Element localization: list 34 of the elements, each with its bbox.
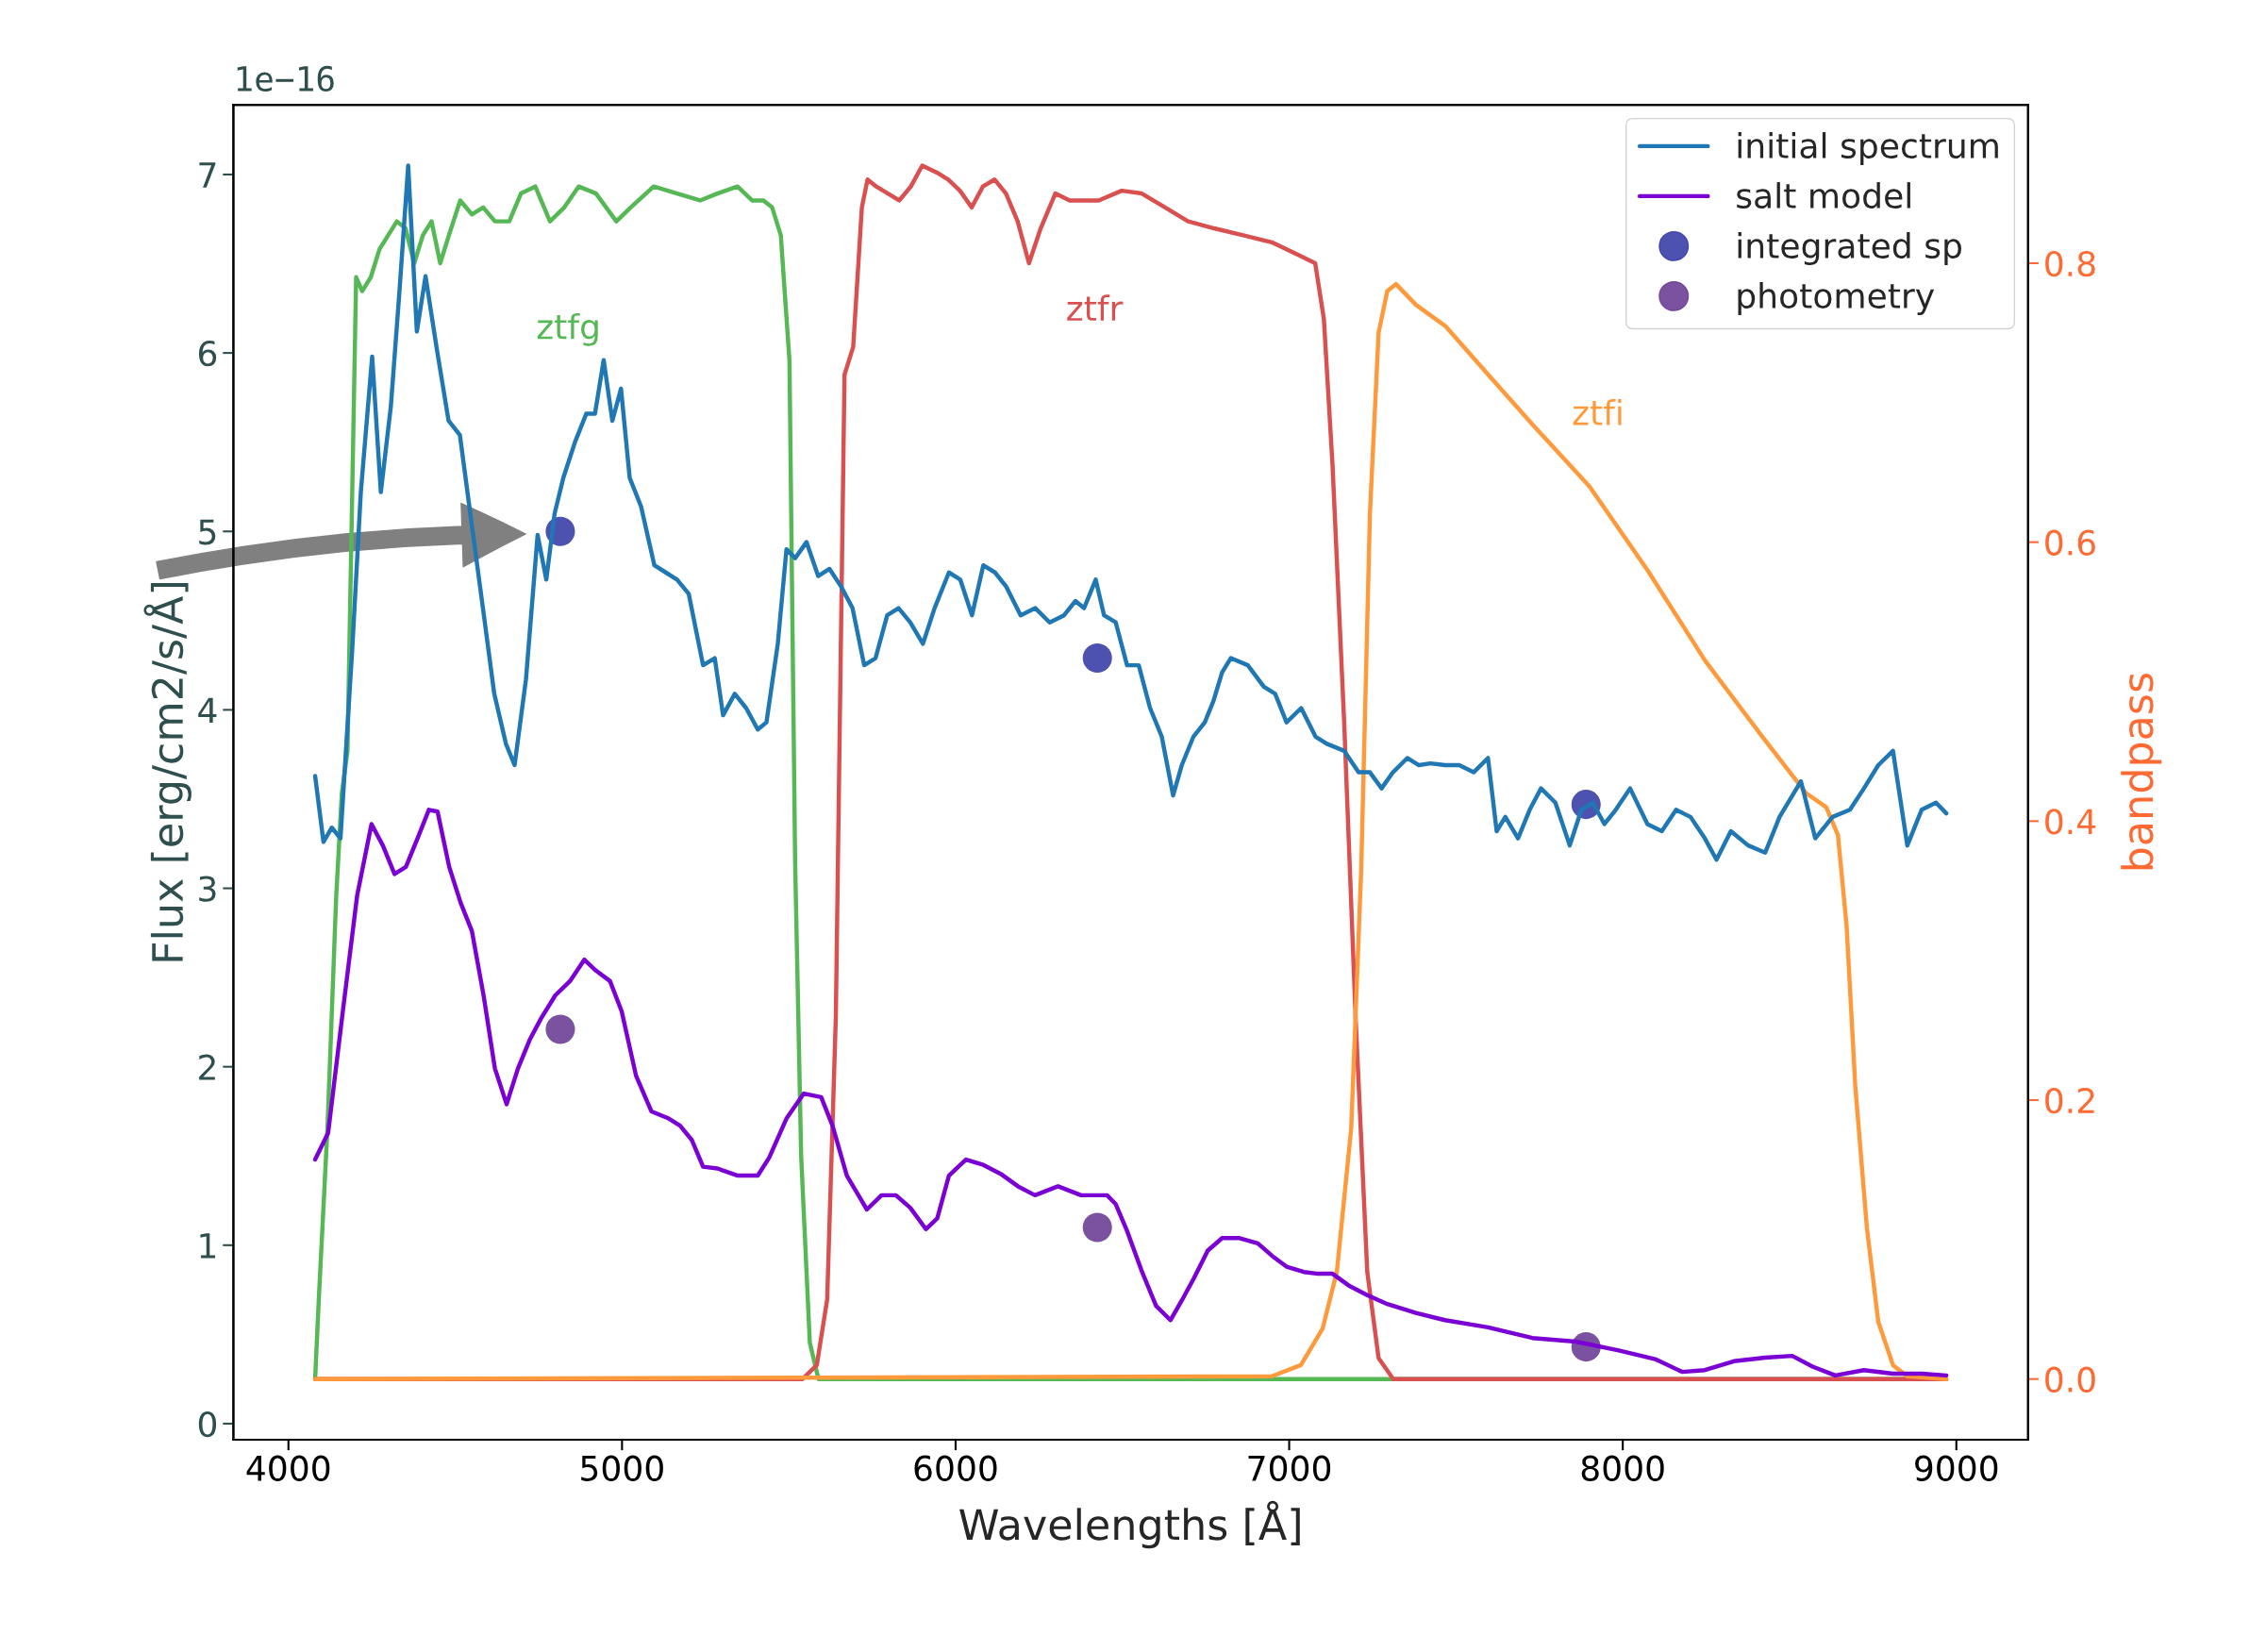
x-tick-label: 6000 [914,1455,997,1481]
point [1082,1212,1112,1243]
y-tick-label: 6 [198,341,217,367]
y2-tick-label: 0.6 [2045,529,2095,556]
y-tick-label: 5 [199,519,216,545]
y-tick-label: 2 [199,1054,215,1080]
y2-tick-label: 0.0 [2045,1366,2095,1393]
y-tick-label: 3 [199,876,216,902]
y2-tick-label: 0.2 [2045,1087,2094,1114]
point [545,1014,575,1044]
y2-axis-title: bandpass [2121,673,2162,870]
line-series [312,808,1949,1378]
x-tick-label: 4000 [246,1455,330,1481]
y2-tick-label: 0.8 [2045,250,2095,277]
x-tick-label: 5000 [581,1455,663,1481]
y-tick-label: 0 [198,1410,217,1438]
x-tick-label: 8000 [1581,1455,1664,1481]
y-tick-label: 4 [198,697,217,724]
legend-label: photometry [1738,282,1935,316]
y-axis-title: Flux [erg/cm2/s/Å] [143,583,192,961]
y-tick-label: 1 [200,1233,216,1259]
y2-tick-label: 0.4 [2045,809,2096,835]
legend-label: salt model [1737,182,1910,209]
legend-label: integrated sp [1738,232,1961,266]
series-label: ztfi [1573,398,1622,426]
y-tick-label: 7 [199,162,216,188]
series-label: ztfr [1067,294,1124,321]
x-tick-label: 9000 [1915,1455,1998,1481]
x-axis-title: Wavelengths [Å] [959,1500,1300,1549]
text: ztfg [537,312,598,346]
legend-label: initial spectrum [1738,132,1998,166]
x-tick-label: 7000 [1248,1455,1331,1481]
point [1082,643,1112,674]
text: 1e−16 [237,65,334,92]
